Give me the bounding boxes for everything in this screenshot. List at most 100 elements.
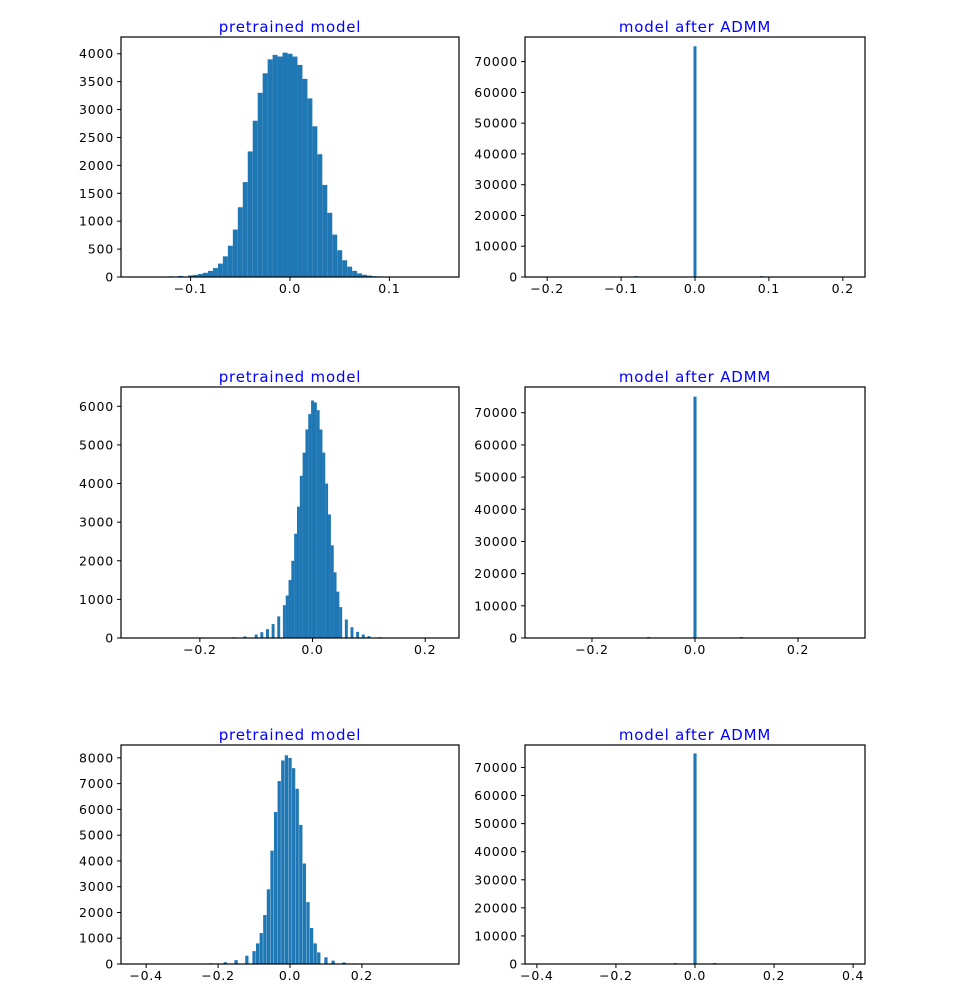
histogram-bar xyxy=(223,962,227,964)
histogram-bar xyxy=(252,951,256,964)
histogram-bar xyxy=(324,957,328,964)
histogram-bar xyxy=(292,56,298,277)
x-tick-label: 0.2 xyxy=(351,968,373,983)
y-tick-label: 1000 xyxy=(79,592,114,607)
histogram-bar xyxy=(281,760,285,964)
y-tick-label: 30000 xyxy=(474,872,518,887)
x-tick-label: 0.1 xyxy=(758,281,780,296)
histogram-bar xyxy=(277,616,281,638)
x-tick-label: 0.0 xyxy=(684,642,706,657)
y-tick-label: 50000 xyxy=(474,116,518,131)
histogram-bar xyxy=(217,263,223,277)
x-tick-label: −0.4 xyxy=(520,968,554,983)
histogram-bar xyxy=(331,960,335,964)
y-tick-label: 20000 xyxy=(474,566,518,581)
y-tick-label: 30000 xyxy=(474,534,518,549)
chart-title: pretrained model xyxy=(219,18,362,36)
histogram-bar xyxy=(285,595,289,638)
x-tick-label: −0.1 xyxy=(174,281,208,296)
y-tick-label: 5000 xyxy=(79,437,114,452)
histogram-bar xyxy=(263,915,267,964)
histogram-bar xyxy=(282,605,286,638)
histogram-bar xyxy=(339,607,343,638)
chart-panel-3: pretrained model −0.2 0.0 0.2 0 1000 2000 3000 4… xyxy=(79,368,460,657)
y-tick-label: 10000 xyxy=(474,598,518,613)
y-tick-label: 60000 xyxy=(474,85,518,100)
histogram-bar xyxy=(336,591,340,638)
x-tick-label: −0.2 xyxy=(183,642,217,657)
y-tick-label: 2500 xyxy=(79,130,114,145)
histogram-bar xyxy=(307,98,313,278)
x-tick-label: 0.1 xyxy=(378,281,400,296)
x-tick-label: 0.2 xyxy=(787,642,809,657)
histogram-bar xyxy=(322,184,328,277)
histogram-bar xyxy=(305,429,309,638)
histogram-bar xyxy=(350,627,354,638)
histogram-bar xyxy=(291,560,295,638)
y-tick-label: 0 xyxy=(105,957,114,972)
chart-panel-6: model after ADMM −0.4 −0.2 0.0 0.2 0.4 0 10000 2… xyxy=(474,726,866,983)
x-tick-label: −0.2 xyxy=(599,968,633,983)
histogram-bar xyxy=(287,53,293,277)
histogram-bar xyxy=(344,619,348,638)
y-tick-label: 0 xyxy=(509,631,518,646)
histogram-bar xyxy=(234,960,238,964)
histogram-bar xyxy=(232,229,238,277)
histogram-bar xyxy=(308,414,312,638)
y-tick-label: 70000 xyxy=(474,405,518,420)
y-tick-label: 2000 xyxy=(79,553,114,568)
y-tick-label: 3000 xyxy=(79,879,114,894)
y-tick-label: 4000 xyxy=(79,476,114,491)
histogram-bar xyxy=(193,274,199,277)
y-tick-label: 20000 xyxy=(474,900,518,915)
y-tick-label: 0 xyxy=(105,631,114,646)
histogram-bar xyxy=(330,545,334,638)
histogram-bar xyxy=(337,250,343,277)
histogram-bar xyxy=(267,59,273,277)
chart-panel-2: model after ADMM −0.2 −0.1 0.0 0.1 0.2 0 10000 2… xyxy=(474,18,866,296)
histogram-bar xyxy=(357,273,363,277)
x-tick-label: −0.2 xyxy=(530,281,564,296)
histogram-bar xyxy=(188,275,194,277)
histogram-bar xyxy=(327,212,333,277)
histogram-bar xyxy=(317,952,321,964)
histogram-bar xyxy=(313,943,317,964)
y-tick-label: 0 xyxy=(105,270,114,285)
y-tick-label: 4000 xyxy=(79,853,114,868)
histogram-bar xyxy=(271,624,275,638)
histogram-bar xyxy=(319,429,323,638)
histogram-bar xyxy=(367,275,373,277)
histogram-bar xyxy=(296,506,300,638)
histogram-bar xyxy=(245,955,249,964)
y-tick-label: 3500 xyxy=(79,74,114,89)
histogram-bar xyxy=(259,933,263,964)
histogram-bar xyxy=(272,54,278,277)
histogram-bar xyxy=(207,270,213,277)
histogram-bar xyxy=(316,410,320,638)
x-tick-label: −0.4 xyxy=(129,968,163,983)
histogram-bar xyxy=(297,64,303,277)
histogram-bar xyxy=(277,781,281,964)
y-tick-label: 4000 xyxy=(79,46,114,61)
histogram-bar xyxy=(333,572,337,638)
y-tick-label: 6000 xyxy=(79,399,114,414)
histogram-bar xyxy=(273,811,278,964)
x-tick-label: 0.0 xyxy=(684,281,706,296)
histogram-bar xyxy=(342,962,346,964)
histogram-bar xyxy=(693,753,697,964)
histogram-bar xyxy=(203,272,208,277)
histogram-bar xyxy=(302,452,306,638)
histogram-bar xyxy=(266,889,271,964)
y-tick-label: 70000 xyxy=(474,760,518,775)
y-tick-label: 40000 xyxy=(474,502,518,517)
y-tick-label: 1500 xyxy=(79,186,114,201)
y-tick-label: 40000 xyxy=(474,146,518,161)
y-tick-label: 5000 xyxy=(79,828,114,843)
histogram-bar xyxy=(243,636,247,638)
y-tick-label: 8000 xyxy=(79,750,114,765)
histogram-bar xyxy=(255,943,260,964)
histogram-bar xyxy=(288,580,292,638)
y-tick-label: 20000 xyxy=(474,208,518,223)
histogram-bar xyxy=(270,850,274,964)
histogram-bar xyxy=(302,863,307,964)
